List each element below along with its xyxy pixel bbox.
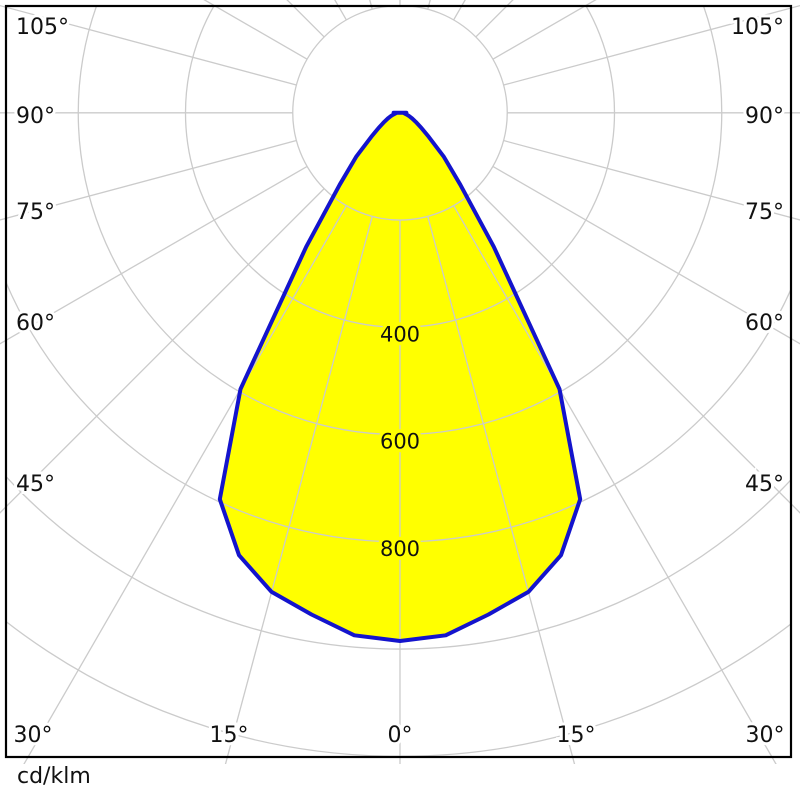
grid-ray-L15 (224, 216, 373, 764)
plot-border (4, 4, 793, 759)
angle-label-6: 15° (210, 723, 249, 748)
intensity-curve-layer (217, 110, 583, 643)
grid-ray-L60 (0, 165, 308, 345)
angle-label-10: 45° (745, 472, 784, 497)
angle-label-9: 30° (746, 723, 785, 748)
angle-label-4: 45° (16, 472, 55, 497)
ring-label-layer: 400 600 800 (376, 319, 423, 565)
grid-ray-R60 (492, 165, 800, 345)
grid-ray-R105 (503, 4, 800, 86)
grid-ray-L165 (369, 0, 373, 10)
angle-label-8: 15° (557, 723, 596, 748)
grid-ray-R15 (427, 216, 576, 764)
grid-ray-R45 (475, 188, 800, 514)
units-label: cd/klm (17, 764, 91, 789)
grid-ray-L30 (23, 205, 347, 764)
grid-ray-L75 (0, 139, 297, 221)
angle-label-layer: 105° 90° 75° 60° 45° 30° 15° 0° 15° 30° 45° 60° 75° 9… (11, 12, 788, 751)
grid-ray-L105 (0, 4, 297, 86)
angle-label-5: 30° (14, 723, 53, 748)
angle-label-0: 105° (16, 15, 69, 40)
angle-label-11: 60° (745, 311, 784, 336)
angle-label-1: 90° (16, 104, 55, 129)
angle-label-13: 90° (745, 104, 784, 129)
grid-ray-R75 (503, 139, 800, 221)
ring-label-600: 600 (380, 430, 420, 454)
ring-label-800: 800 (380, 537, 420, 561)
angle-label-12: 75° (745, 200, 784, 225)
angle-label-3: 60° (16, 311, 55, 336)
grid-ray-R165 (427, 0, 431, 10)
ring-label-400: 400 (380, 322, 420, 346)
angle-label-7: 0° (388, 723, 413, 748)
angle-label-14: 105° (731, 15, 784, 40)
grid-ray-R30 (453, 205, 777, 764)
angle-label-2: 75° (16, 200, 55, 225)
intensity-curve (217, 110, 583, 643)
grid-ray-L45 (0, 188, 325, 514)
